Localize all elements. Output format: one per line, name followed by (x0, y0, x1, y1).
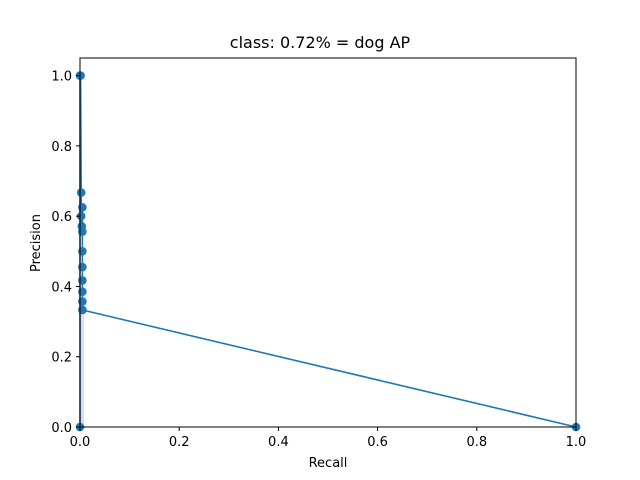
y-tick-label: 0.8 (51, 140, 72, 155)
chart-title: class: 0.72% = dog AP (230, 33, 411, 52)
data-point (78, 297, 87, 306)
x-tick-label: 0.0 (70, 435, 91, 450)
axes-frame (79, 57, 577, 428)
y-tick-label: 0.2 (51, 351, 72, 366)
data-point (78, 246, 87, 256)
y-axis-label: Precision (29, 214, 44, 272)
x-axis-label: Recall (309, 456, 348, 471)
y-tick-label: 0.0 (51, 421, 72, 436)
data-point (78, 305, 87, 315)
y-tick-label: 0.4 (51, 280, 72, 295)
x-tick-label: 0.6 (367, 435, 388, 450)
axes-box (79, 57, 577, 428)
series-line (79, 74, 577, 428)
data-point (78, 276, 87, 285)
x-tick-label: 1.0 (566, 435, 587, 450)
y-tick-label: 0.6 (51, 210, 72, 225)
y-tick-label: 1.0 (51, 70, 72, 85)
data-point (76, 211, 86, 221)
data-point (78, 203, 87, 212)
data-point (78, 287, 87, 297)
axis-ticks: 0.0 0.2 0.4 0.6 0.8 1.0 0.0 0.2 0.4 0.6 0.8 1.0 (51, 70, 586, 450)
data-point (76, 188, 86, 197)
plot-area (75, 71, 581, 432)
data-point (78, 227, 87, 236)
x-tick-label: 0.8 (466, 435, 487, 450)
shaded-area (80, 309, 84, 427)
data-point (78, 262, 87, 272)
x-tick-label: 0.4 (268, 435, 289, 450)
x-tick-label: 0.2 (169, 435, 190, 450)
data-point (76, 71, 85, 80)
